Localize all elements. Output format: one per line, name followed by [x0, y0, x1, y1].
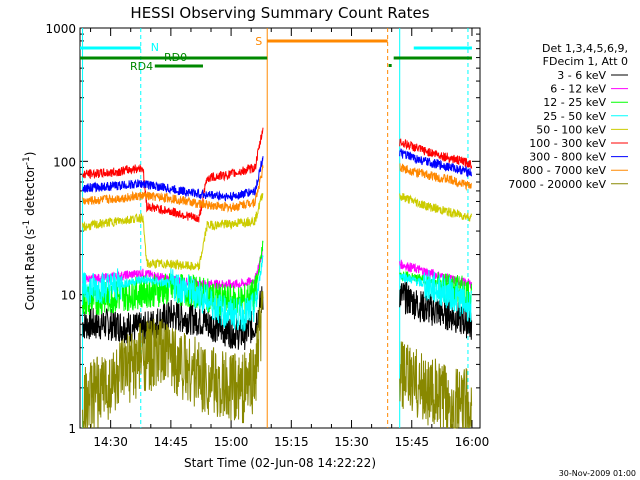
x-tick-label: 14:30	[93, 435, 128, 449]
series-line	[399, 148, 473, 178]
y-tick-label: 100	[53, 155, 76, 169]
rd4-label: RD4	[130, 60, 153, 73]
series-line	[82, 255, 264, 332]
series-line	[82, 192, 264, 271]
x-tick-label: 14:45	[154, 435, 189, 449]
series-line	[82, 127, 264, 223]
y-label-part-2: detector	[23, 165, 37, 220]
x-tick-label: 15:15	[274, 435, 309, 449]
series-line	[399, 269, 473, 323]
y-label-sup-2: -1	[22, 156, 32, 165]
x-tick-label: 16:00	[455, 435, 490, 449]
legend-label: 12 - 25 keV	[543, 96, 606, 109]
series-line	[399, 163, 472, 192]
x-axis-label: Start Time (02-Jun-08 14:22:22)	[184, 456, 376, 470]
y-tick-label: 1	[68, 422, 76, 436]
series-line	[82, 156, 264, 202]
y-axis-label: Count Rate (s-1 detector-1)	[22, 152, 37, 311]
legend-label: 100 - 300 keV	[529, 137, 606, 150]
series-line	[82, 291, 264, 429]
footer-date: 30-Nov-2009 01:00	[559, 469, 636, 478]
rd0-label: RD0	[164, 51, 187, 64]
legend-label: 3 - 6 keV	[557, 69, 606, 82]
y-tick-label: 1000	[45, 22, 76, 36]
plot-frame	[79, 27, 481, 429]
legend-header-1: Det 1,3,4,5,6,9,	[542, 42, 628, 55]
legend-label: 25 - 50 keV	[543, 110, 606, 123]
series-line	[82, 165, 264, 213]
x-tick-label: 15:45	[394, 435, 429, 449]
legend-label: 800 - 7000 keV	[522, 164, 606, 177]
legend-label: 300 - 800 keV	[529, 151, 606, 164]
y-label-sup-1: -1	[22, 220, 32, 229]
x-tick-label: 15:30	[334, 435, 369, 449]
y-tick-label: 10	[61, 289, 76, 303]
rd-dot	[388, 64, 392, 67]
legend-label: 6 - 12 keV	[550, 83, 606, 96]
plot-area: 1 10 100 1000 14:30 14:45 15:00 15:15 15:30 15:45…	[45, 22, 489, 449]
legend-label: 7000 - 20000 keV	[508, 178, 606, 191]
legend-header-2: FDecim 1, Att 0	[543, 55, 628, 68]
saa-label: S	[255, 35, 262, 48]
series-line	[399, 341, 473, 429]
x-tick-label: 15:00	[214, 435, 249, 449]
series-line	[399, 138, 473, 169]
legend-label: 50 - 100 keV	[536, 123, 606, 136]
y-label-part-1: Count Rate (s	[23, 229, 37, 311]
legend: Det 1,3,4,5,6,9, FDecim 1, Att 0 3 - 6 k…	[508, 42, 628, 191]
series-line	[82, 286, 264, 351]
series-line	[399, 192, 473, 222]
night-label: N	[151, 41, 159, 54]
chart-title: HESSI Observing Summary Count Rates	[130, 4, 429, 22]
y-label-part-3: )	[23, 152, 37, 157]
